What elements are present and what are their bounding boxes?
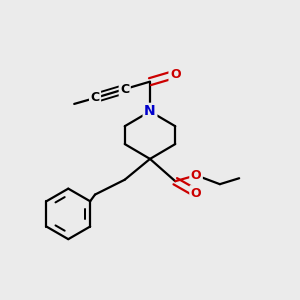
Text: O: O xyxy=(191,187,201,200)
Text: N: N xyxy=(144,104,156,118)
Text: C: C xyxy=(120,82,129,96)
Text: C: C xyxy=(91,92,100,104)
Text: O: O xyxy=(170,68,181,81)
Text: O: O xyxy=(191,169,201,182)
